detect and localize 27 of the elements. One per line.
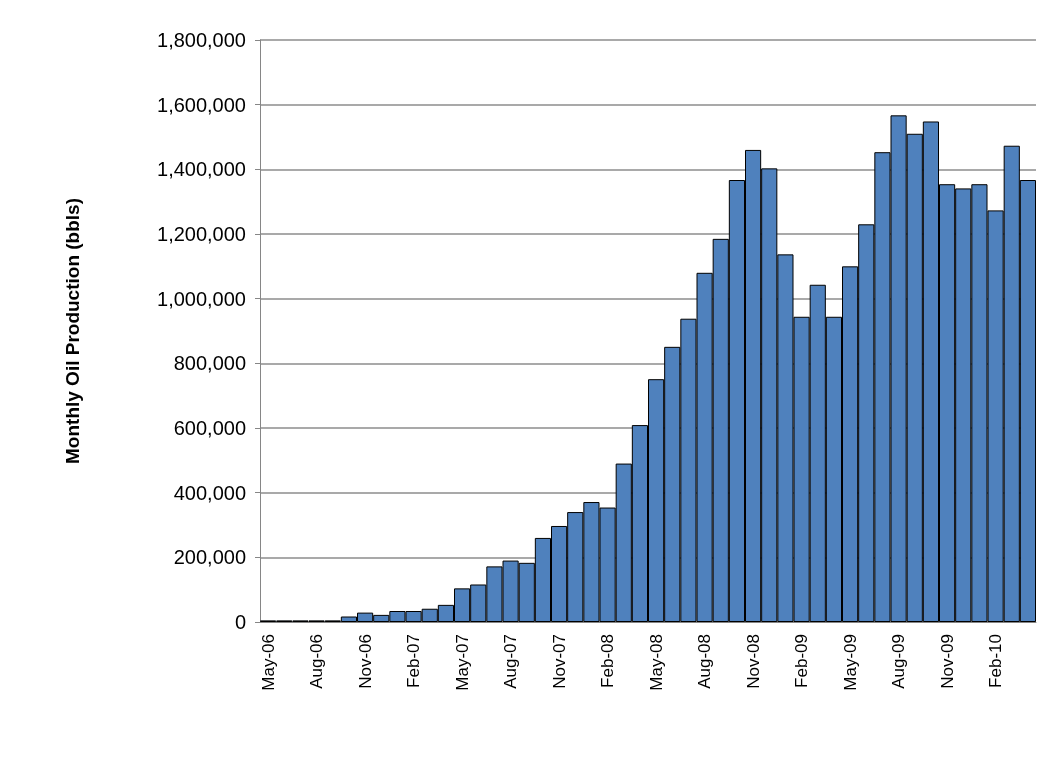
x-tick-label: Feb-10: [986, 634, 1006, 688]
x-tick-label: Aug-06: [307, 634, 327, 689]
y-tick-label: 200,000: [173, 546, 246, 569]
y-tick-label: 1,600,000: [157, 93, 246, 116]
x-tick-label: May-06: [258, 634, 278, 691]
y-tick-label: 1,200,000: [157, 223, 246, 245]
x-tick-label: Aug-08: [695, 634, 715, 689]
x-tick-label: Nov-09: [937, 634, 957, 689]
x-tick-label: May-09: [840, 634, 860, 691]
x-tick-label: Nov-07: [549, 634, 569, 689]
x-tick-label: Feb-09: [792, 634, 812, 688]
x-tick-label: May-07: [452, 634, 472, 691]
x-tick-label: Feb-08: [598, 634, 618, 688]
x-tick-label: Nov-08: [743, 634, 763, 689]
y-tick-label: 0: [234, 611, 246, 633]
x-tick-label: May-08: [646, 634, 666, 691]
x-tick-label: Aug-07: [501, 634, 521, 689]
y-tick-label: 800,000: [173, 352, 246, 375]
y-tick-label: 400,000: [173, 481, 246, 504]
x-tick-label: Aug-09: [889, 634, 909, 689]
y-tick-label: 600,000: [173, 417, 246, 439]
y-axis-title: Monthly Oil Production (bbls): [62, 198, 83, 464]
y-tick-label: 1,400,000: [157, 158, 246, 181]
y-tick-label: 1,000,000: [157, 287, 246, 310]
y-tick-label: 1,800,000: [157, 29, 246, 51]
x-tick-label: Nov-06: [355, 634, 375, 689]
x-tick-label: Feb-07: [404, 634, 424, 688]
